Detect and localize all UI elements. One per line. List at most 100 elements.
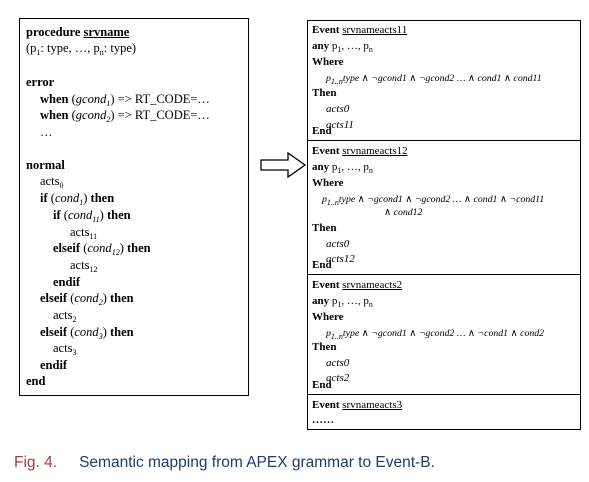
params-end: : type) xyxy=(104,41,136,55)
guard-text: type ∧ ¬gcond1 ∧ ¬gcond2 … ∧ cond1 ∧ con… xyxy=(343,73,542,84)
event-act-1: acts0 xyxy=(326,102,349,117)
event-header: Event srvnameacts2 xyxy=(312,278,402,293)
paren: ) xyxy=(83,191,87,205)
cond-text: cond xyxy=(74,325,98,339)
gcond-text: gcond xyxy=(76,92,107,106)
any-sub-n: n xyxy=(369,166,373,175)
cond-text: cond xyxy=(74,291,98,305)
event-header: Event srvnameacts3 xyxy=(312,398,402,413)
end-keyword: End xyxy=(312,124,332,139)
event-name: srvnameacts12 xyxy=(342,145,407,157)
end-keyword: End xyxy=(312,378,332,393)
acts-text: acts xyxy=(53,341,72,355)
acts-text: acts xyxy=(53,308,72,322)
then-keyword: then xyxy=(91,191,115,205)
then-keyword: Then xyxy=(312,221,336,236)
any-sub-n: n xyxy=(369,300,373,309)
event-guard: p1..ntype ∧ ¬gcond1 ∧ ¬gcond2 … ∧ ¬cond1… xyxy=(326,326,544,341)
any-mid: , …, p xyxy=(341,161,369,173)
event-act-1: acts0 xyxy=(326,237,349,252)
elseif-keyword: elseif xyxy=(40,325,67,339)
procedure-keyword: procedure xyxy=(26,25,80,39)
paren: ) xyxy=(103,291,107,305)
acts-sub: 12 xyxy=(89,265,97,274)
error-when-1: when (gcond1) => RT_CODE=… xyxy=(40,92,210,107)
rt-code-text: ) => RT_CODE=… xyxy=(110,92,210,106)
event-box-acts12: Event srvnameacts12 any p1, …, pn Where … xyxy=(307,140,581,275)
acts0-line: acts0 xyxy=(40,174,63,189)
where-keyword: Where xyxy=(312,55,344,70)
acts-text: acts xyxy=(70,258,89,272)
then-keyword: Then xyxy=(312,86,336,101)
where-keyword: Where xyxy=(312,176,344,191)
then-keyword: Then xyxy=(312,340,336,355)
event-name: srvnameacts3 xyxy=(342,399,402,411)
normal-keyword: normal xyxy=(26,158,65,173)
end-keyword: end xyxy=(26,374,45,389)
cond-text: cond xyxy=(55,191,79,205)
acts-sub: 0 xyxy=(59,181,63,190)
acts12-line: acts12 xyxy=(70,258,97,273)
event-any-line: any p1, …, pn xyxy=(312,39,373,54)
then-keyword: then xyxy=(127,241,151,255)
event-keyword: Event xyxy=(312,279,340,291)
then-keyword: then xyxy=(107,208,131,222)
any-mid: , …, p xyxy=(341,295,369,307)
event-header: Event srvnameacts11 xyxy=(312,23,407,38)
mapping-arrow-icon xyxy=(260,152,306,178)
paren: ) xyxy=(100,208,104,222)
figure-caption: Fig. 4. Semantic mapping from APEX gramma… xyxy=(14,454,435,472)
when-keyword: when xyxy=(40,108,68,122)
event-keyword: Event xyxy=(312,145,340,157)
event-name: srvnameacts2 xyxy=(342,279,402,291)
caption-text: Semantic mapping from APEX grammar to Ev… xyxy=(79,454,435,471)
then-keyword: then xyxy=(110,291,134,305)
acts2-line: acts2 xyxy=(53,308,76,323)
outer-endif-keyword: endif xyxy=(40,358,67,373)
event-any-line: any p1, …, pn xyxy=(312,294,373,309)
guard-text-continued: ∧ cond12 xyxy=(384,205,422,220)
acts-sub: 11 xyxy=(89,232,97,241)
procedure-name: srvname xyxy=(84,25,130,39)
acts11-line: acts11 xyxy=(70,225,97,240)
event-keyword: Event xyxy=(312,24,340,36)
procedure-header: procedure srvname xyxy=(26,25,129,40)
guard-text: type ∧ ¬gcond1 ∧ ¬gcond2 … ∧ ¬cond1 ∧ co… xyxy=(343,328,544,339)
event-box-acts2: Event srvnameacts2 any p1, …, pn Where p… xyxy=(307,274,581,395)
elseif-cond12-line: elseif (cond12) then xyxy=(53,241,151,256)
event-box-acts3: Event srvnameacts3 …… xyxy=(307,394,581,430)
cond-sub: 12 xyxy=(112,248,120,257)
if-cond11-line: if (cond11) then xyxy=(53,208,131,223)
event-keyword: Event xyxy=(312,399,340,411)
elseif-keyword: elseif xyxy=(40,291,67,305)
any-mid: , …, p xyxy=(341,40,369,52)
elseif-keyword: elseif xyxy=(53,241,80,255)
acts-sub: 2 xyxy=(72,315,76,324)
when-keyword: when xyxy=(40,92,68,106)
guard-text: type ∧ ¬gcond1 ∧ ¬gcond2 … ∧ cond1 ∧ ¬co… xyxy=(339,194,544,205)
any-keyword: any xyxy=(312,161,329,173)
if-cond1-line: if (cond1) then xyxy=(40,191,114,206)
guard-sub: 1..n xyxy=(331,77,343,86)
cond-text: cond xyxy=(87,241,111,255)
procedure-params: (p1: type, …, pn: type) xyxy=(26,41,136,56)
acts3-line: acts3 xyxy=(53,341,76,356)
cond-text: cond xyxy=(68,208,92,222)
if-keyword: if xyxy=(53,208,61,222)
paren: ) xyxy=(120,241,124,255)
acts-text: acts xyxy=(40,174,59,188)
acts-sub: 3 xyxy=(72,348,76,357)
params-open: (p xyxy=(26,41,36,55)
error-keyword: error xyxy=(26,75,54,90)
paren: ) xyxy=(103,325,107,339)
event-box-acts11: Event srvnameacts11 any p1, …, pn Where … xyxy=(307,20,581,141)
event-name: srvnameacts11 xyxy=(342,24,407,36)
elseif-cond2-line: elseif (cond2) then xyxy=(40,291,134,306)
elseif-cond3-line: elseif (cond3) then xyxy=(40,325,134,340)
error-ellipsis: … xyxy=(40,125,53,140)
if-keyword: if xyxy=(40,191,48,205)
cond-sub: 11 xyxy=(92,215,99,224)
event-ellipsis: …… xyxy=(312,413,334,428)
params-mid: : type, …, p xyxy=(40,41,99,55)
event-header: Event srvnameacts12 xyxy=(312,144,408,159)
